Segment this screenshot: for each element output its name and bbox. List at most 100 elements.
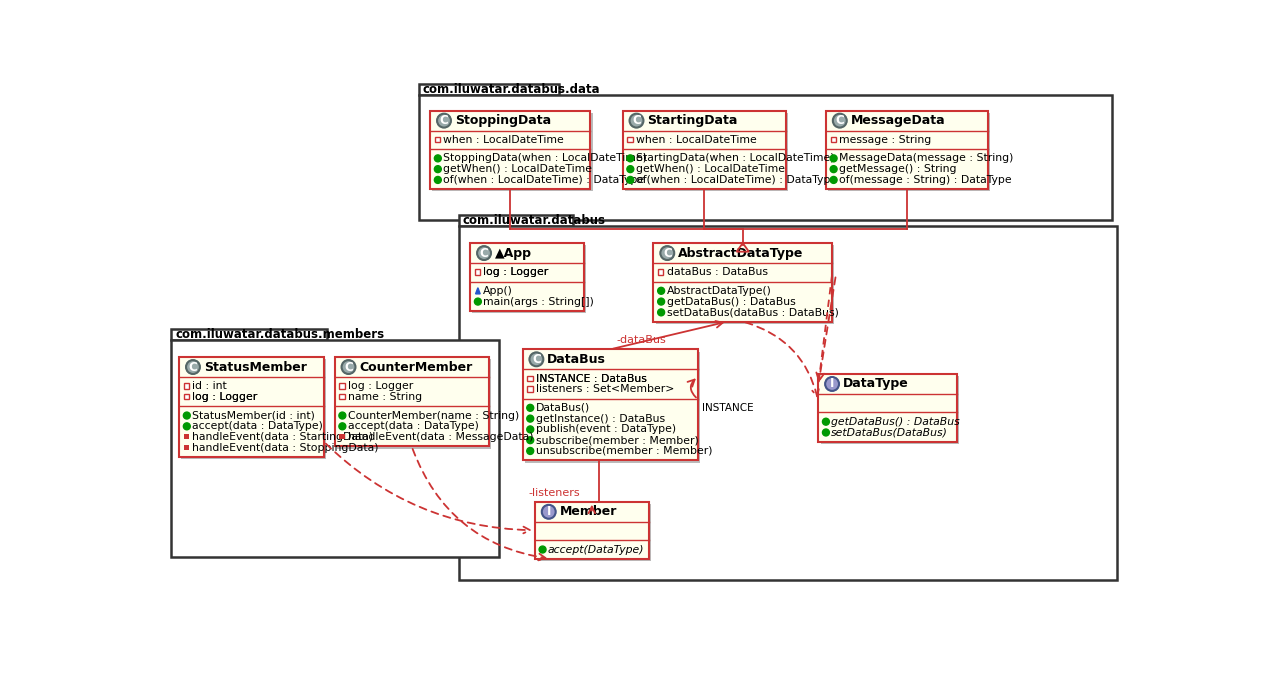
- Bar: [658, 269, 664, 275]
- Text: C: C: [632, 114, 641, 127]
- Circle shape: [658, 309, 664, 316]
- FancyBboxPatch shape: [523, 349, 698, 460]
- Circle shape: [342, 360, 355, 374]
- Text: getInstance() : DataBus: getInstance() : DataBus: [536, 414, 665, 424]
- Text: C: C: [440, 114, 448, 127]
- FancyBboxPatch shape: [534, 502, 649, 559]
- Text: StatusMember(id : int): StatusMember(id : int): [192, 411, 315, 420]
- Text: INSTANCE: INSTANCE: [702, 403, 753, 413]
- FancyBboxPatch shape: [525, 352, 701, 462]
- Circle shape: [627, 165, 633, 173]
- Bar: [527, 386, 533, 392]
- Bar: [340, 434, 345, 439]
- FancyBboxPatch shape: [172, 340, 499, 557]
- Text: I: I: [547, 505, 551, 518]
- Text: publish(event : DataType): publish(event : DataType): [536, 424, 675, 435]
- Text: getDataBus() : DataBus: getDataBus() : DataBus: [832, 417, 960, 426]
- Bar: [474, 269, 481, 275]
- Bar: [183, 445, 190, 450]
- Text: log : Logger: log : Logger: [192, 392, 257, 402]
- Bar: [183, 394, 190, 399]
- Circle shape: [527, 447, 534, 454]
- Bar: [527, 376, 533, 381]
- Circle shape: [438, 114, 452, 127]
- Circle shape: [527, 404, 534, 412]
- Text: when : LocalDateTime: when : LocalDateTime: [636, 135, 757, 145]
- Text: handleEvent(data : StoppingData): handleEvent(data : StoppingData): [192, 443, 379, 453]
- FancyBboxPatch shape: [335, 357, 488, 446]
- Circle shape: [183, 412, 191, 419]
- Text: CounterMember(name : String): CounterMember(name : String): [347, 411, 519, 420]
- Text: -listeners: -listeners: [529, 487, 580, 498]
- FancyBboxPatch shape: [471, 243, 584, 311]
- FancyBboxPatch shape: [418, 95, 1112, 220]
- Text: setDataBus(dataBus : DataBus): setDataBus(dataBus : DataBus): [667, 307, 838, 317]
- Circle shape: [527, 426, 534, 433]
- Circle shape: [660, 246, 674, 260]
- Text: Member: Member: [560, 505, 617, 518]
- Text: accept(DataType): accept(DataType): [548, 544, 645, 555]
- Text: App(): App(): [483, 286, 513, 296]
- Text: DataType: DataType: [843, 378, 908, 391]
- Text: of(when : LocalDateTime) : DataType: of(when : LocalDateTime) : DataType: [443, 175, 645, 185]
- Text: INSTANCE : DataBus: INSTANCE : DataBus: [536, 374, 646, 384]
- Text: id : int: id : int: [192, 381, 226, 391]
- Text: C: C: [188, 361, 197, 374]
- Circle shape: [477, 246, 491, 260]
- FancyBboxPatch shape: [172, 329, 327, 340]
- FancyBboxPatch shape: [818, 374, 957, 442]
- Circle shape: [831, 176, 837, 183]
- Text: dataBus : DataBus: dataBus : DataBus: [667, 267, 767, 277]
- Bar: [340, 394, 345, 399]
- FancyBboxPatch shape: [625, 113, 789, 191]
- Text: CounterMember: CounterMember: [359, 361, 473, 374]
- Circle shape: [338, 423, 346, 430]
- FancyBboxPatch shape: [826, 111, 987, 189]
- Text: C: C: [345, 361, 352, 374]
- Text: com.iluwatar.databus.members: com.iluwatar.databus.members: [176, 327, 384, 341]
- Circle shape: [474, 298, 481, 305]
- Text: -dataBus: -dataBus: [617, 335, 667, 345]
- Circle shape: [826, 377, 840, 391]
- Text: subscribe(member : Member): subscribe(member : Member): [536, 435, 698, 445]
- Text: INSTANCE : DataBus: INSTANCE : DataBus: [536, 374, 646, 384]
- Circle shape: [823, 429, 829, 436]
- Circle shape: [542, 505, 556, 519]
- FancyBboxPatch shape: [418, 83, 558, 95]
- Polygon shape: [476, 287, 481, 294]
- Circle shape: [527, 437, 534, 443]
- FancyBboxPatch shape: [459, 214, 572, 226]
- Text: log : Logger: log : Logger: [192, 392, 257, 402]
- Text: I: I: [829, 378, 834, 391]
- Text: StartingData(when : LocalDateTime): StartingData(when : LocalDateTime): [636, 153, 834, 163]
- Text: getWhen() : LocalDateTime: getWhen() : LocalDateTime: [443, 164, 593, 174]
- FancyBboxPatch shape: [656, 245, 834, 324]
- FancyBboxPatch shape: [828, 113, 990, 191]
- Text: log : Logger: log : Logger: [347, 381, 413, 391]
- Circle shape: [186, 360, 200, 374]
- Text: unsubscribe(member : Member): unsubscribe(member : Member): [536, 446, 712, 456]
- FancyBboxPatch shape: [472, 245, 586, 313]
- Text: com.iluwatar.databus: com.iluwatar.databus: [463, 214, 605, 227]
- Circle shape: [338, 412, 346, 419]
- Bar: [183, 434, 190, 439]
- FancyBboxPatch shape: [179, 357, 324, 457]
- Text: com.iluwatar.databus.data: com.iluwatar.databus.data: [422, 83, 600, 96]
- Text: getMessage() : String: getMessage() : String: [840, 164, 957, 174]
- Bar: [627, 137, 632, 142]
- Circle shape: [529, 353, 543, 366]
- FancyBboxPatch shape: [622, 111, 786, 189]
- FancyBboxPatch shape: [820, 376, 959, 444]
- Circle shape: [434, 165, 441, 173]
- Text: log : Logger: log : Logger: [483, 267, 548, 277]
- Circle shape: [434, 155, 441, 162]
- Text: AbstractDataType(): AbstractDataType(): [667, 286, 771, 296]
- Text: C: C: [663, 247, 672, 260]
- FancyBboxPatch shape: [537, 504, 651, 561]
- FancyBboxPatch shape: [182, 359, 326, 460]
- Bar: [340, 383, 345, 388]
- Text: DataBus(): DataBus(): [536, 403, 590, 413]
- Bar: [435, 137, 440, 142]
- Text: MessageData(message : String): MessageData(message : String): [840, 153, 1014, 163]
- Text: log : Logger: log : Logger: [483, 267, 548, 277]
